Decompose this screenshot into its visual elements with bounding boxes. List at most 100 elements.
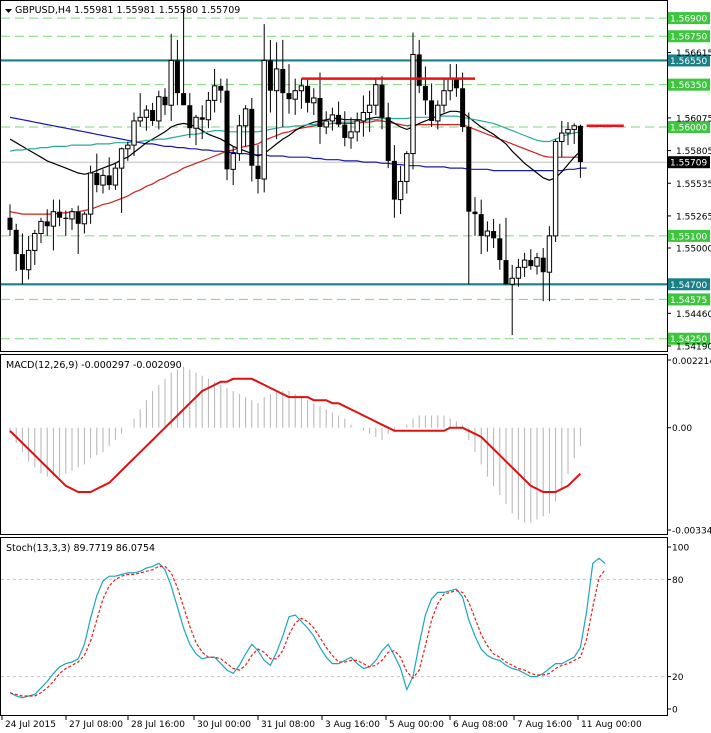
candle-body-bull [118, 148, 125, 169]
candle [453, 64, 459, 97]
candle-body-bull [230, 153, 236, 170]
candle [75, 205, 81, 255]
candle-body-bull [323, 120, 329, 128]
candle-body-bear [422, 85, 428, 101]
stoch-tick-label: 100 [672, 544, 689, 554]
time-tick-label: 7 Aug 16:00 [517, 720, 572, 730]
candle [565, 122, 571, 146]
candle-body-bull [50, 211, 57, 227]
candle-body-bull [329, 114, 336, 122]
candle-body-bear [286, 93, 292, 100]
candle [366, 90, 373, 132]
bid-tag [668, 156, 710, 169]
candle-body-bear [336, 114, 342, 125]
candle [211, 68, 218, 113]
candle-body-bull [211, 85, 218, 101]
time-axis: 24 Jul 2015 27 Jul 08:00 28 Jul 16:00 30 Ju… [1, 716, 642, 730]
candle [397, 165, 404, 215]
candle-body-bull [534, 257, 540, 267]
level-label: 1.56350 [670, 81, 707, 91]
candle [509, 264, 515, 336]
candle-body-bear [305, 85, 311, 103]
candle [441, 78, 447, 113]
candle-body-bear [44, 221, 50, 227]
main-chart-title: GBPUSD,H4 1.55981 1.55981 1.55580 1.5570… [15, 5, 240, 16]
time-tick-label: 30 Jul 00:00 [197, 720, 251, 730]
candle-body-bear [249, 108, 255, 166]
candle [100, 169, 106, 194]
collapse-triangle-icon[interactable] [5, 9, 12, 13]
level-tag [668, 229, 710, 242]
candle [19, 233, 25, 285]
stoch-title: Stoch(13,3,3) 89.7719 86.0754 [6, 543, 155, 554]
candle [63, 210, 69, 236]
time-tick-label: 31 Jul 08:00 [261, 720, 315, 730]
resistance-lines [301, 77, 624, 128]
price-tick-label: 1.55265 [676, 212, 711, 222]
candle-body-bear [187, 105, 193, 129]
level-tag [668, 30, 710, 43]
candle-body-bear [13, 229, 19, 255]
price-tick-label: 1.54460 [676, 310, 711, 320]
level-label: 1.56550 [670, 57, 707, 67]
candle-body-bear [453, 78, 459, 89]
candle [298, 78, 305, 109]
candle [255, 145, 261, 194]
price-tick-label: 1.55000 [676, 244, 711, 254]
candle [230, 146, 236, 186]
candle [162, 88, 168, 115]
stoch-panel [0, 537, 668, 716]
level-tag [668, 12, 710, 25]
candle-body-bull [298, 85, 305, 92]
candle [199, 105, 205, 140]
candle-body-bear [540, 257, 546, 273]
candle-body-bull [348, 131, 354, 139]
time-tick-label: 27 Jul 08:00 [69, 720, 123, 730]
candle-body-bear [162, 96, 168, 106]
stoch-plot [1, 557, 667, 699]
candlesticks [7, 9, 583, 336]
candle [38, 217, 44, 244]
candle-body-bear [280, 68, 286, 94]
candle-body-bear [577, 125, 583, 163]
candle-body-bear [528, 260, 534, 267]
stoch-axis: 100 80 20 0 [667, 544, 689, 716]
candle-body-bull [261, 59, 267, 180]
candle-body-bear [379, 84, 385, 118]
candle [187, 93, 193, 138]
candle [311, 88, 317, 115]
candle [342, 111, 348, 147]
candle-body-bear [497, 238, 503, 261]
candle-body-bull [311, 97, 317, 104]
candle-body-bull [205, 99, 212, 121]
candle-body-bull [32, 232, 38, 251]
candle-body-bull [571, 125, 577, 130]
candle [143, 105, 150, 131]
time-tick-label: 5 Aug 00:00 [389, 720, 444, 730]
candle [94, 153, 100, 193]
candle-body-bull [125, 144, 131, 150]
macd-panel [0, 354, 668, 535]
candle-body-bear [491, 231, 497, 239]
candle [515, 258, 522, 287]
candle [552, 139, 559, 242]
macd-tick-label: 0.002214 [672, 357, 711, 367]
candle [242, 105, 249, 147]
candle-body-bear [174, 60, 180, 94]
candle-body-bear [460, 88, 466, 127]
candle [193, 114, 199, 146]
candle-body-bear [63, 217, 69, 219]
candle [174, 39, 180, 106]
candle [267, 39, 273, 113]
level-label: 1.56900 [670, 15, 707, 25]
candle-body-bull [559, 132, 565, 143]
candle-body-bull [143, 109, 150, 118]
candle-body-bear [429, 100, 435, 121]
candle [13, 223, 19, 271]
moving-average-lines [9, 110, 587, 215]
candle-body-bull [112, 167, 119, 186]
candle [25, 235, 32, 280]
candle [150, 102, 156, 126]
candle-body-bear [503, 260, 509, 285]
candle-body-bull [131, 120, 137, 146]
